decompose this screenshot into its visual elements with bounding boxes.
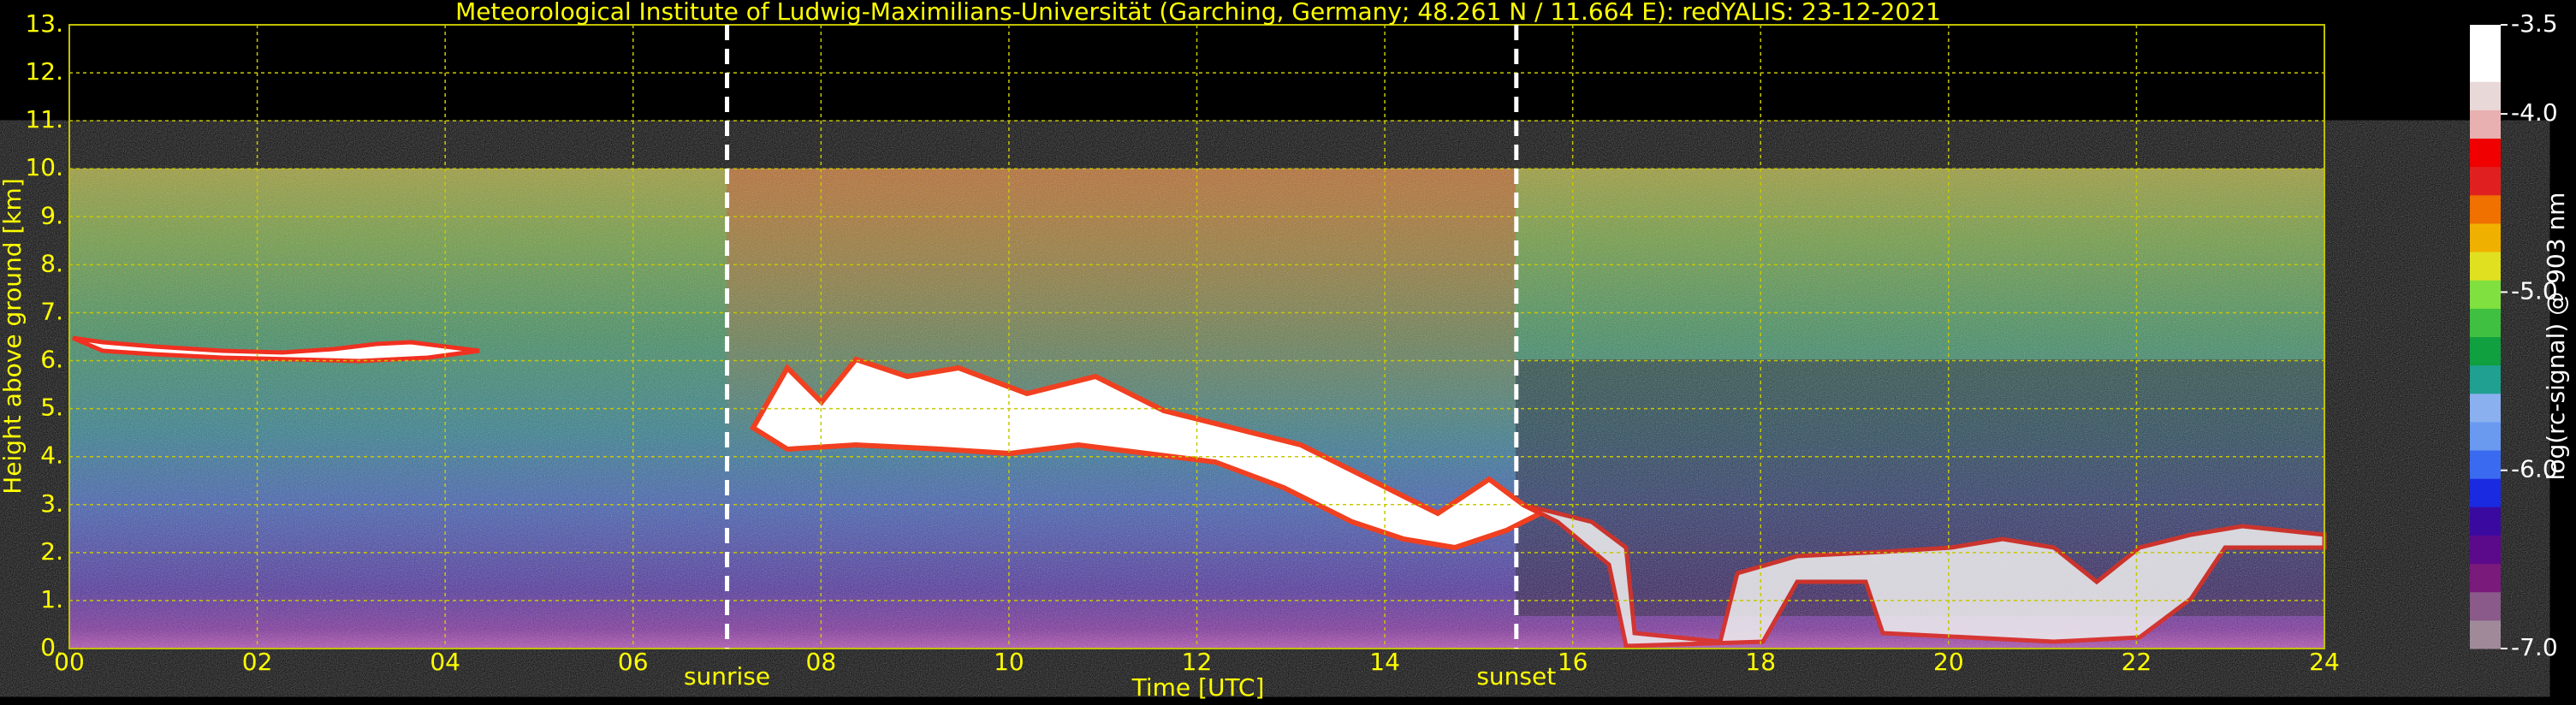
colorbar-segment <box>2470 450 2501 479</box>
colorbar-segment <box>2470 308 2501 337</box>
y-tick-label: 9. <box>40 201 63 229</box>
colorbar-tick-label: -3.5 <box>2511 9 2558 38</box>
colorbar-segment <box>2470 194 2501 224</box>
y-tick-label: 11. <box>25 105 63 133</box>
y-tick-label: 7. <box>40 297 63 325</box>
colorbar-segment <box>2470 535 2501 565</box>
y-tick-label: 5. <box>40 394 63 422</box>
colorbar-segment <box>2470 591 2501 621</box>
colorbar-segment <box>2470 25 2501 54</box>
colorbar-segment <box>2470 364 2501 394</box>
colorbar-segment <box>2470 166 2501 196</box>
x-tick-label: 20 <box>1933 648 1964 676</box>
colorbar-segment <box>2470 563 2501 593</box>
colorbar-segment <box>2470 336 2501 366</box>
colorbar-label: log(rc-signal) @ 903 nm <box>2542 193 2570 481</box>
plot-frame <box>68 24 2325 649</box>
colorbar-segment <box>2470 393 2501 423</box>
x-tick-label: 00 <box>54 648 85 676</box>
colorbar-segment <box>2470 222 2501 252</box>
x-tick-label: 08 <box>806 648 837 676</box>
colorbar-segment <box>2470 280 2501 309</box>
colorbar-segment <box>2470 252 2501 281</box>
colorbar-tick-label: -6.0 <box>2511 455 2558 483</box>
colorbar-tick-label: -5.0 <box>2511 276 2558 305</box>
x-tick-label: 12 <box>1182 648 1213 676</box>
y-axis-label: Height above ground [km] <box>0 178 27 495</box>
colorbar-segment <box>2470 81 2501 110</box>
colorbar-segment <box>2470 421 2501 451</box>
y-tick-label: 0. <box>40 633 63 661</box>
x-tick-label: 02 <box>242 648 273 676</box>
colorbar-segment <box>2470 53 2501 82</box>
y-tick-label: 13. <box>25 9 63 38</box>
y-tick-label: 4. <box>40 441 63 470</box>
y-tick-label: 12. <box>25 57 63 86</box>
x-tick-label: 06 <box>618 648 649 676</box>
x-tick-label: 16 <box>1558 648 1588 676</box>
x-tick-label: 14 <box>1369 648 1400 676</box>
annotation-label: sunrise <box>684 662 770 690</box>
colorbar-segment <box>2470 110 2501 139</box>
x-tick-label: 04 <box>430 648 460 676</box>
colorbar-segment <box>2470 619 2501 649</box>
x-tick-label: 24 <box>2309 648 2340 676</box>
colorbar-segment <box>2470 138 2501 168</box>
x-tick-label: 22 <box>2122 648 2152 676</box>
x-tick-label: 10 <box>994 648 1024 676</box>
colorbar-segment <box>2470 478 2501 507</box>
y-tick-label: 6. <box>40 346 63 374</box>
y-tick-label: 3. <box>40 489 63 518</box>
x-tick-label: 18 <box>1745 648 1776 676</box>
y-tick-label: 1. <box>40 585 63 613</box>
chart-title: Meteorological Institute of Ludwig-Maxim… <box>455 0 1941 26</box>
colorbar-tick-label: -4.0 <box>2511 98 2558 127</box>
colorbar-tick-label: -7.0 <box>2511 633 2558 661</box>
colorbar-segment <box>2470 507 2501 536</box>
y-tick-label: 10. <box>25 153 63 181</box>
y-tick-label: 2. <box>40 537 63 566</box>
y-tick-label: 8. <box>40 249 63 277</box>
cloud-layer <box>1522 502 2327 649</box>
annotation-label: sunset <box>1476 662 1556 690</box>
x-axis-label: Time [UTC] <box>1131 673 1265 702</box>
